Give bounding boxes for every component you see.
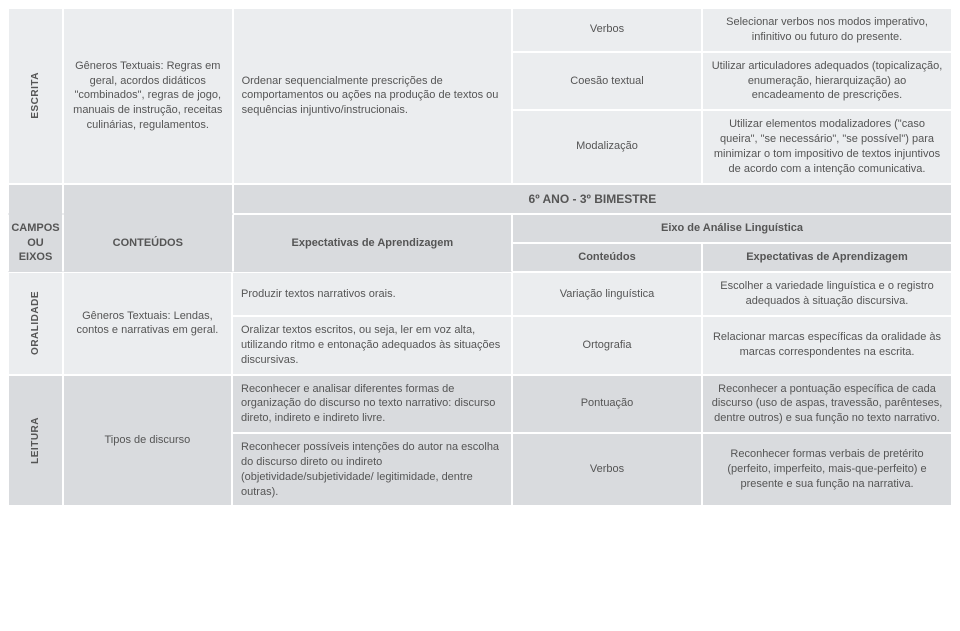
expect-sub: Escolher a variedade linguística e o reg… (702, 272, 952, 316)
expect-sub: Selecionar verbos nos modos imperativo, … (702, 8, 952, 52)
content-sub: Coesão textual (512, 52, 702, 111)
header-eixo: Eixo de Análise Linguística (512, 214, 952, 243)
axis-label: LEITURA (29, 417, 43, 464)
content-cell: Tipos de discurso (63, 375, 232, 507)
axis-oralidade: ORALIDADE (8, 272, 63, 374)
header-campos: CAMPOS OU EIXOS (8, 214, 63, 273)
section-escrita: ESCRITA Gêneros Textuais: Regras em gera… (8, 8, 952, 184)
spacer (63, 184, 233, 214)
expect-sub: Reconhecer formas verbais de pretérito (… (702, 433, 952, 506)
axis-escrita: ESCRITA (8, 8, 63, 184)
header-row-1: CAMPOS OU EIXOS CONTEÚDOS Expectativas d… (8, 214, 952, 273)
header-expect2: Expectativas de Aprendizagem (702, 243, 952, 273)
curriculum-table: ESCRITA Gêneros Textuais: Regras em gera… (8, 8, 952, 506)
axis-label: ESCRITA (29, 72, 43, 119)
expect-cell: Reconhecer possíveis intenções do autor … (232, 433, 512, 506)
axis-label: ORALIDADE (29, 291, 43, 355)
spacer (8, 184, 63, 214)
expect-cell: Reconhecer e analisar diferentes formas … (232, 375, 512, 434)
header-conteudos: CONTEÚDOS (63, 214, 233, 273)
content-sub: Pontuação (512, 375, 702, 434)
content-sub: Ortografia (512, 316, 702, 375)
bimestre-title: 6º ANO - 3º BIMESTRE (233, 184, 952, 214)
expect-cell: Oralizar textos escritos, ou seja, ler e… (232, 316, 512, 375)
content-sub: Modalização (512, 110, 702, 183)
content-sub: Variação linguística (512, 272, 702, 316)
expect-cell: Ordenar sequencialmente prescrições de c… (233, 8, 512, 184)
header-expect: Expectativas de Aprendizagem (233, 214, 512, 273)
content-sub: Verbos (512, 8, 702, 52)
expect-sub: Utilizar articuladores adequados (topica… (702, 52, 952, 111)
header-conteudos2: Conteúdos (512, 243, 702, 273)
bimestre-title-row: 6º ANO - 3º BIMESTRE (8, 184, 952, 214)
expect-sub: Reconhecer a pontuação específica de cad… (702, 375, 952, 434)
axis-leitura: LEITURA (8, 375, 63, 507)
expect-cell: Produzir textos narrativos orais. (232, 272, 512, 316)
section-leitura: LEITURA Tipos de discurso Reconhecer e a… (8, 375, 952, 507)
expect-sub: Relacionar marcas específicas da oralida… (702, 316, 952, 375)
content-sub: Verbos (512, 433, 702, 506)
section-oralidade: ORALIDADE Gêneros Textuais: Lendas, cont… (8, 272, 952, 374)
content-cell: Gêneros Textuais: Lendas, contos e narra… (63, 272, 232, 374)
content-cell: Gêneros Textuais: Regras em geral, acord… (63, 8, 233, 184)
expect-sub: Utilizar elementos modalizadores ("caso … (702, 110, 952, 183)
